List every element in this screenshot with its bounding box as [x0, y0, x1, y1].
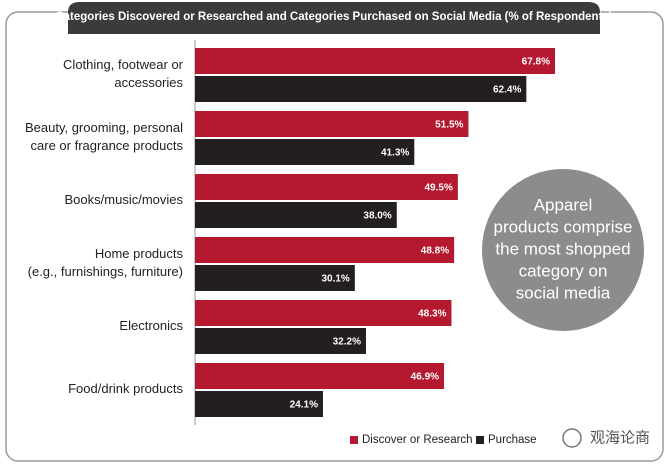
bar	[195, 300, 452, 326]
bar	[195, 328, 366, 354]
value-label: 32.2%	[333, 337, 361, 348]
bar	[195, 139, 415, 165]
bar	[195, 363, 445, 389]
legend-swatch	[476, 436, 484, 444]
value-label: 30.1%	[321, 274, 349, 285]
category-label: Beauty, grooming, personal care or fragra…	[25, 120, 184, 153]
callout-circle	[482, 169, 644, 331]
bar	[195, 174, 458, 200]
annotation-line: products comprise	[494, 217, 633, 236]
bar	[195, 48, 556, 74]
value-label: 49.5%	[424, 183, 452, 194]
bar	[195, 237, 455, 263]
value-label: 46.9%	[411, 372, 439, 383]
category-label: Electronics	[119, 318, 183, 333]
value-label: 48.8%	[421, 246, 449, 257]
category-line: Electronics	[119, 318, 183, 333]
category-label: Home products (e.g., furnishings, furnitu…	[28, 246, 184, 279]
bar	[195, 111, 469, 137]
category-line: (e.g., furnishings, furniture)	[28, 264, 183, 279]
annotation-line: category on	[519, 261, 608, 280]
chart-title: Categories Discovered or Researched and …	[55, 11, 612, 23]
bar	[195, 202, 397, 228]
category-line: Clothing, footwear or	[63, 57, 184, 72]
category-label: Food/drink products	[68, 381, 183, 396]
annotation-line: social media	[516, 283, 611, 302]
legend-swatch	[350, 436, 358, 444]
category-line: accessories	[114, 75, 183, 90]
category-line: care or fragrance products	[31, 138, 184, 153]
category-line: Books/music/movies	[65, 192, 184, 207]
category-line: Beauty, grooming, personal	[25, 120, 183, 135]
watermark-icon	[562, 428, 582, 448]
category-label: Books/music/movies	[65, 192, 184, 207]
value-label: 67.8%	[522, 57, 550, 68]
value-label: 48.3%	[418, 309, 446, 320]
category-line: Home products	[95, 246, 184, 261]
bar	[195, 76, 527, 102]
value-label: 41.3%	[381, 148, 409, 159]
legend-label: Discover or Research	[362, 434, 473, 446]
bar	[195, 265, 355, 291]
legend-label: Purchase	[488, 434, 537, 446]
value-label: 38.0%	[363, 211, 391, 222]
annotation-line: Apparel	[534, 195, 593, 214]
annotation-line: the most shopped	[495, 239, 630, 258]
title-tab	[68, 2, 600, 34]
value-label: 24.1%	[290, 400, 318, 411]
value-label: 51.5%	[435, 120, 463, 131]
bar	[195, 391, 323, 417]
category-line: Food/drink products	[68, 381, 183, 396]
watermark: 观海论商	[590, 429, 650, 447]
value-label: 62.4%	[493, 85, 521, 96]
category-label: Clothing, footwear or accessories	[63, 57, 184, 90]
